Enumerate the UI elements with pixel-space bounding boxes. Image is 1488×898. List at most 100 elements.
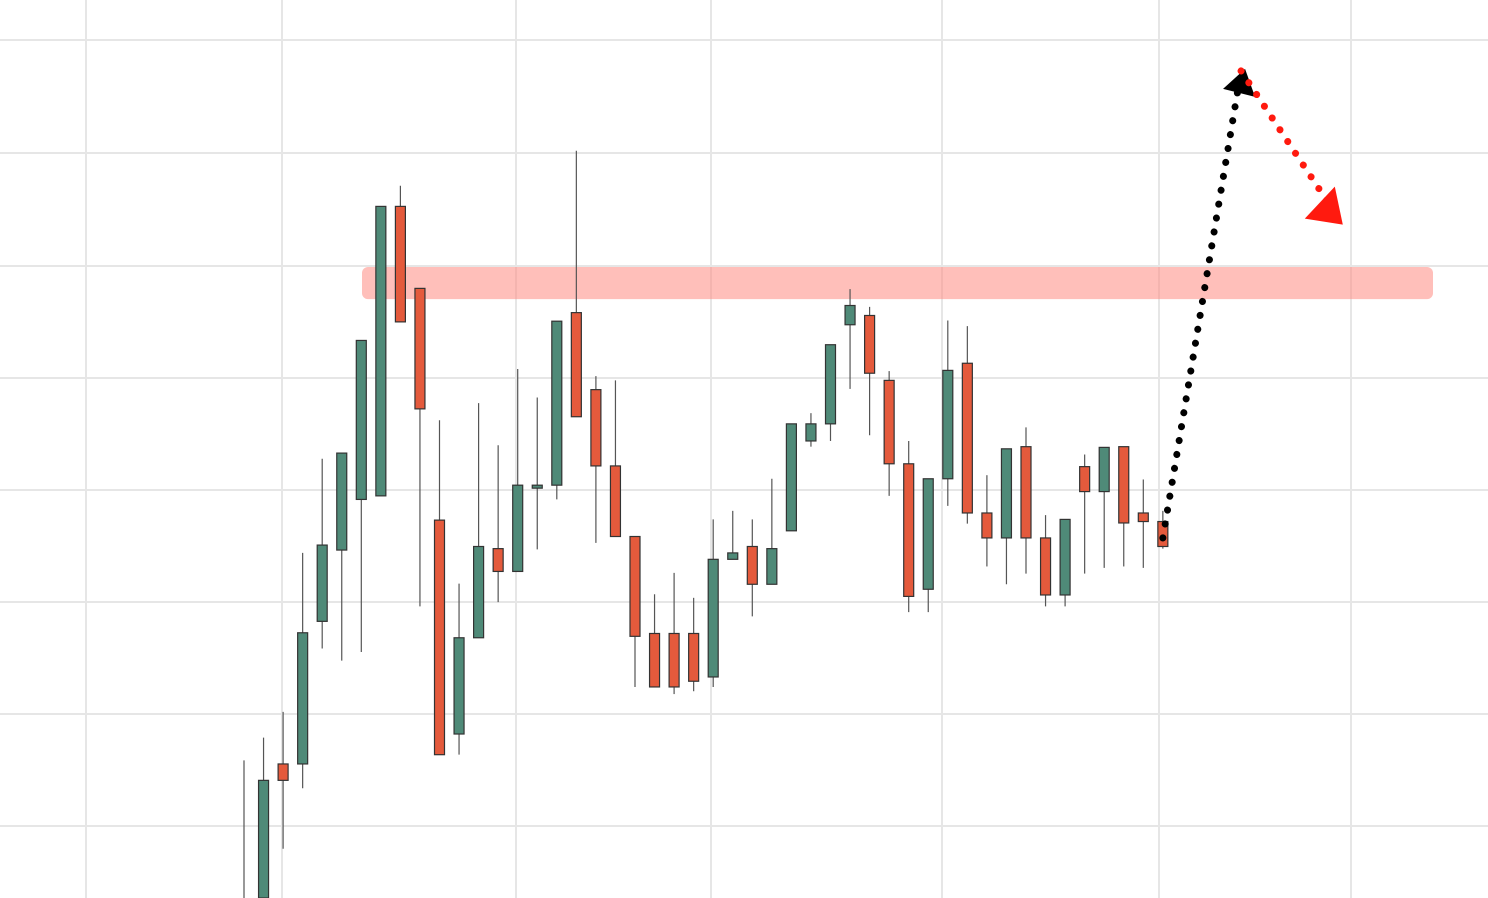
candle-body — [824, 344, 837, 425]
candle-body — [492, 548, 504, 573]
candle-body — [414, 287, 426, 410]
candle-body — [1098, 446, 1110, 493]
candle-body — [1039, 537, 1052, 596]
candle-body — [903, 463, 915, 598]
candle — [1137, 479, 1149, 568]
candle-body — [707, 558, 719, 678]
candle — [805, 413, 817, 447]
candle — [473, 403, 485, 639]
projection-down-arrowhead — [1304, 186, 1343, 225]
candle-body — [433, 519, 446, 756]
candle-body — [531, 484, 543, 489]
candle — [297, 552, 309, 789]
candle — [257, 737, 270, 898]
candle — [922, 478, 934, 613]
candle — [668, 572, 680, 695]
projection-layer — [1159, 67, 1343, 542]
candle-body — [629, 535, 641, 637]
candle — [316, 458, 328, 649]
candle-body — [785, 423, 798, 532]
candle — [766, 478, 778, 585]
candle — [903, 440, 915, 613]
projection-up-dotted-line — [1159, 67, 1245, 542]
candle-body — [453, 637, 465, 735]
candle — [844, 289, 856, 389]
candle — [824, 344, 837, 441]
candle — [453, 583, 465, 755]
candle — [277, 711, 289, 849]
projection-up-arrowhead — [1223, 68, 1256, 97]
candle-body — [648, 632, 661, 688]
candle — [414, 287, 426, 607]
candle-body — [609, 465, 622, 538]
candle — [531, 397, 543, 550]
candle — [433, 420, 446, 756]
candle-body — [863, 314, 876, 374]
candle — [394, 185, 406, 323]
candle — [1118, 446, 1130, 567]
candle-body — [316, 544, 328, 622]
candle-body — [1059, 518, 1071, 596]
candle — [336, 452, 348, 661]
candle — [942, 320, 954, 506]
candle — [707, 519, 719, 687]
candle-body — [375, 205, 387, 497]
candle-body — [297, 632, 309, 765]
candle-body — [766, 548, 778, 585]
candle-body — [1020, 446, 1032, 539]
candle-body — [590, 389, 602, 467]
candle-body — [883, 379, 895, 465]
candle-body — [668, 632, 680, 688]
candle — [688, 597, 700, 692]
candle-body — [570, 312, 582, 418]
candle — [1059, 518, 1071, 607]
candle-body — [1000, 448, 1013, 539]
candle — [375, 205, 387, 497]
resistance-zone-layer — [362, 266, 1433, 300]
candle-body — [1118, 446, 1130, 524]
candle-body — [942, 369, 954, 480]
candle-body — [512, 484, 524, 573]
candle — [492, 445, 504, 603]
candle — [551, 320, 563, 500]
resistance-zone — [362, 266, 1433, 300]
candle-body — [394, 205, 406, 323]
candle — [609, 380, 622, 538]
candle-body — [922, 478, 934, 590]
candle — [863, 306, 876, 436]
candle-body — [727, 552, 739, 560]
candle-body — [961, 362, 973, 514]
candle-body — [551, 320, 563, 486]
candle — [590, 376, 602, 543]
candle — [570, 150, 582, 418]
candle — [727, 510, 739, 560]
candle-body — [805, 423, 817, 442]
candle — [355, 339, 367, 653]
candle — [1000, 448, 1013, 585]
candle — [1039, 515, 1052, 607]
candle-body — [844, 304, 856, 326]
candle — [648, 594, 661, 688]
candle-body — [981, 512, 993, 539]
candle — [961, 326, 973, 524]
candle — [785, 423, 798, 532]
candle-body — [746, 545, 758, 585]
candle — [512, 368, 524, 573]
candle — [1020, 427, 1032, 574]
candle-body — [688, 632, 700, 682]
candle-body — [277, 763, 289, 781]
candle-body — [336, 452, 348, 551]
candle — [629, 535, 641, 687]
candle-body — [355, 339, 367, 501]
candle-body — [473, 545, 485, 639]
projection-down-dotted-line — [1237, 67, 1335, 211]
candle-body — [1079, 466, 1091, 493]
candle — [981, 475, 993, 567]
candle — [746, 519, 758, 617]
candle — [883, 371, 895, 496]
candle — [1098, 446, 1110, 568]
candle-body — [257, 779, 270, 898]
